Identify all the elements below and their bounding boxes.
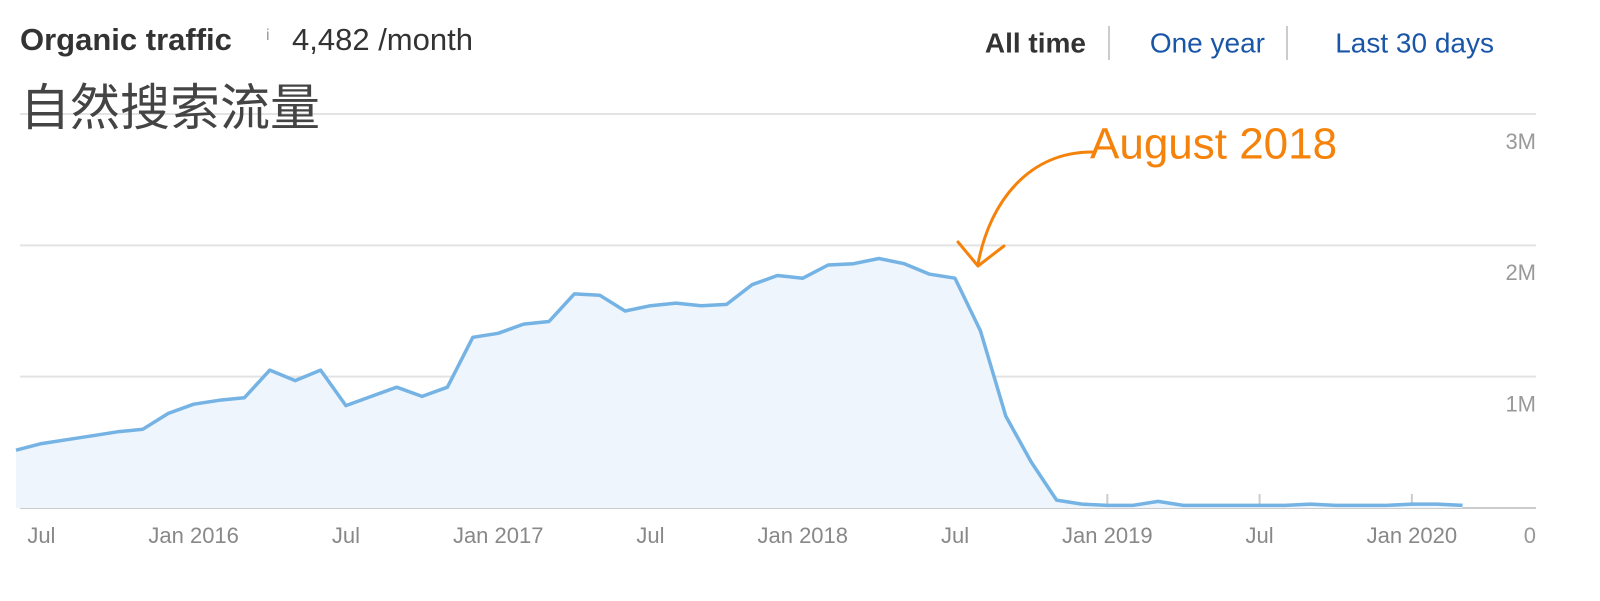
y-tick-label: 3M: [1505, 129, 1536, 154]
x-tick-label: Jul: [941, 523, 969, 548]
header-title: Organic traffic: [20, 22, 232, 57]
tab[interactable]: All time: [985, 27, 1086, 58]
y-tick-label: 1M: [1505, 391, 1536, 416]
tab[interactable]: One year: [1150, 27, 1265, 58]
annotation-arrow: [956, 150, 1094, 268]
x-tick-label: Jul: [636, 523, 664, 548]
x-tick-label: Jan 2018: [757, 523, 848, 548]
x-tick-label: Jul: [332, 523, 360, 548]
x-tick-label: Jul: [1246, 523, 1274, 548]
y-tick-label: 0: [1524, 523, 1536, 548]
line: [15, 256, 1463, 508]
x-tick-label: Jan 2019: [1062, 523, 1153, 548]
info-icon[interactable]: i: [266, 27, 270, 44]
y-tick-label: 2M: [1505, 260, 1536, 285]
annotation: August 2018: [1090, 120, 1337, 169]
x-tick-label: Jan 2017: [453, 523, 544, 548]
area: [16, 258, 1463, 508]
chart-title: 自然搜索流量: [20, 80, 320, 136]
header-metric: 4,482 /month: [292, 22, 473, 57]
x-tick-label: Jan 2020: [1367, 523, 1458, 548]
x-tick-label: Jan 2016: [148, 523, 239, 548]
plot: 0 1M 2M 3M Jul Jan 2016 Jul Jan 2017 Jul Jan 2018…: [15, 113, 1536, 548]
x-tick-label: Jul: [27, 523, 55, 548]
tab[interactable]: Last 30 days: [1335, 27, 1494, 58]
